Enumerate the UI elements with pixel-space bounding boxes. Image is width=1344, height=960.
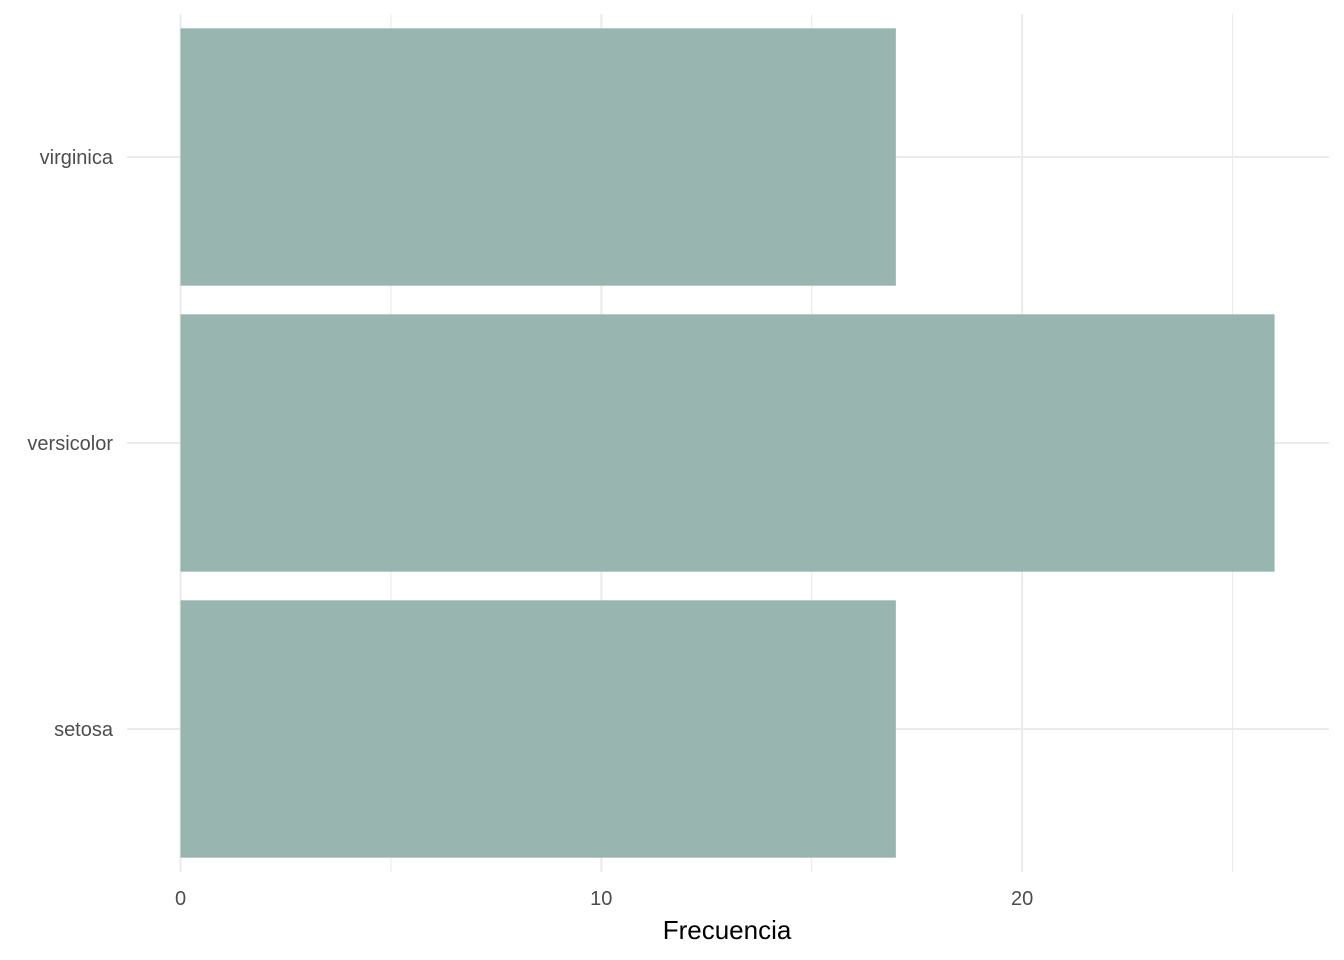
bar-setosa [180,600,896,858]
x-tick-label: 0 [175,888,186,910]
bar-virginica [180,28,896,286]
x-tick-label: 20 [1011,888,1033,910]
y-tick-label: virginica [40,147,114,169]
y-axis-tick-labels: setosa versicolor virginica [27,147,113,741]
x-axis-title: Frecuencia [663,915,792,945]
x-axis-tick-labels: 0 10 20 [175,888,1033,910]
x-tick-label: 10 [590,888,612,910]
y-tick-label: setosa [54,719,114,741]
bar-versicolor [180,314,1275,572]
y-tick-label: versicolor [27,433,113,455]
bars [180,28,1275,858]
